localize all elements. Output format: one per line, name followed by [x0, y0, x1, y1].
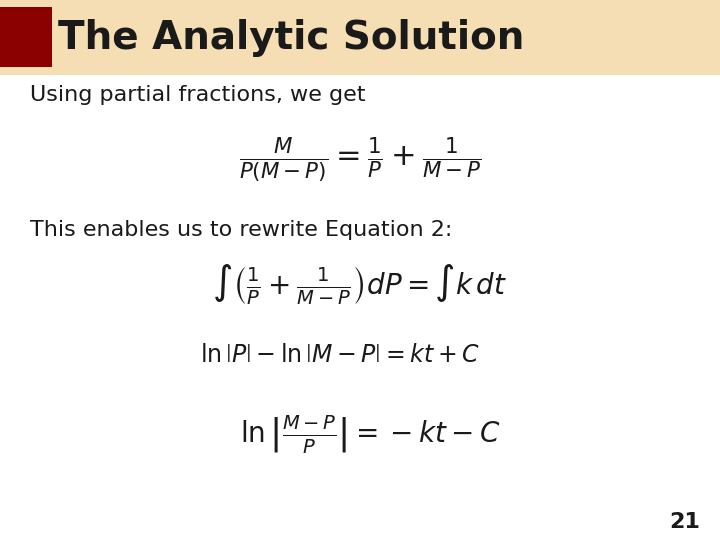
- Text: $\frac{M}{P(M - P)} = \frac{1}{P} + \frac{1}{M - P}$: $\frac{M}{P(M - P)} = \frac{1}{P} + \fra…: [238, 136, 482, 185]
- Text: $\ln \left| \frac{M - P}{P} \right| = -kt - C$: $\ln \left| \frac{M - P}{P} \right| = -k…: [240, 414, 500, 456]
- Text: The Analytic Solution: The Analytic Solution: [58, 19, 524, 57]
- Text: Using partial fractions, we get: Using partial fractions, we get: [30, 85, 366, 105]
- Text: 21: 21: [669, 512, 700, 532]
- FancyBboxPatch shape: [0, 0, 720, 75]
- Text: $\int \left( \frac{1}{P} + \frac{1}{M - P} \right) dP = \int k\, dt$: $\int \left( \frac{1}{P} + \frac{1}{M - …: [212, 262, 508, 307]
- FancyBboxPatch shape: [0, 7, 52, 67]
- Text: $\ln \left| P \right| - \ln \left| M - P \right| = kt + C$: $\ln \left| P \right| - \ln \left| M - P…: [200, 343, 480, 367]
- Text: This enables us to rewrite Equation 2:: This enables us to rewrite Equation 2:: [30, 220, 452, 240]
